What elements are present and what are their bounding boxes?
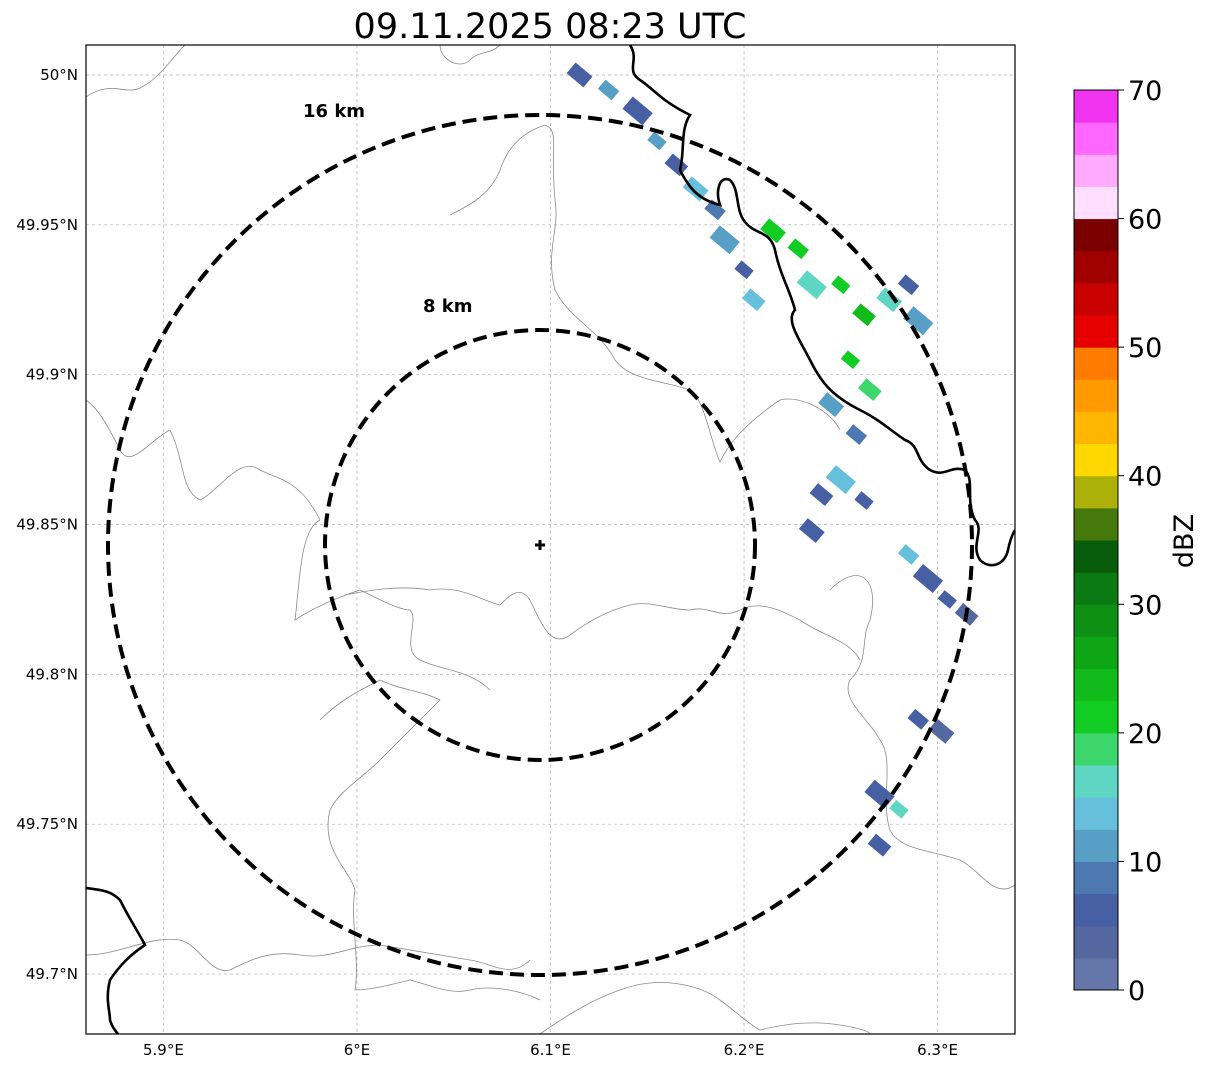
y-tick-label: 50°N <box>40 66 78 84</box>
y-tick-label: 49.9°N <box>26 366 78 384</box>
colorbar-ticks: 0 10 20 30 40 50 60 70 <box>1118 76 1162 1007</box>
colorbar-segment <box>1074 926 1118 959</box>
colorbar-segment <box>1074 186 1118 219</box>
y-tick-label: 49.85°N <box>16 516 78 534</box>
colorbar-tick-label: 30 <box>1128 590 1162 621</box>
y-tick-label: 49.7°N <box>26 965 78 983</box>
x-tick-label: 6°E <box>344 1041 371 1059</box>
colorbar-segment <box>1074 251 1118 284</box>
colorbar-segment <box>1074 572 1118 605</box>
range-ring-16km-label: 16 km <box>303 101 365 122</box>
colorbar-tick-label: 40 <box>1128 462 1162 493</box>
colorbar-tick-label: 10 <box>1128 847 1162 878</box>
colorbar-tick-label: 50 <box>1128 333 1162 364</box>
colorbar-segment <box>1074 829 1118 862</box>
colorbar-segment <box>1074 154 1118 187</box>
y-axis-ticks: 50°N 49.95°N 49.9°N 49.85°N 49.8°N 49.75°N 49.… <box>16 66 78 983</box>
colorbar-segment <box>1074 894 1118 927</box>
y-tick-label: 49.75°N <box>16 815 78 833</box>
x-tick-label: 6.3°E <box>917 1041 958 1059</box>
colorbar-tick-label: 20 <box>1128 719 1162 750</box>
x-axis-ticks: 5.9°E 6°E 6.1°E 6.2°E 6.3°E <box>143 1041 958 1059</box>
colorbar-segment <box>1074 765 1118 798</box>
colorbar-segment <box>1074 476 1118 509</box>
x-tick-label: 6.2°E <box>724 1041 765 1059</box>
x-tick-label: 6.1°E <box>530 1041 571 1059</box>
colorbar-segment <box>1074 283 1118 316</box>
colorbar-segment <box>1074 219 1118 252</box>
colorbar-segment <box>1074 861 1118 894</box>
colorbar-segment <box>1074 669 1118 702</box>
range-ring-8km-label: 8 km <box>423 296 473 317</box>
colorbar-tick-label: 60 <box>1128 205 1162 236</box>
colorbar-segment <box>1074 636 1118 669</box>
colorbar-segment <box>1074 540 1118 573</box>
figure-title: 09.11.2025 08:23 UTC <box>354 7 747 47</box>
colorbar-tick-label: 70 <box>1128 76 1162 107</box>
colorbar-segment <box>1074 411 1118 444</box>
colorbar: 0 10 20 30 40 50 60 70 dBZ <box>1074 76 1200 1007</box>
map-panel: 16 km 8 km 5.9°E 6°E 6.1°E 6.2°E 6.3°E 50°N 4… <box>16 45 1015 1059</box>
colorbar-segment <box>1074 508 1118 541</box>
y-tick-label: 49.95°N <box>16 216 78 234</box>
x-tick-label: 5.9°E <box>143 1041 184 1059</box>
colorbar-segment <box>1074 701 1118 734</box>
colorbar-segment <box>1074 90 1118 123</box>
colorbar-label: dBZ <box>1169 514 1200 568</box>
colorbar-segment <box>1074 379 1118 412</box>
colorbar-segment <box>1074 797 1118 830</box>
colorbar-segment <box>1074 122 1118 155</box>
colorbar-tick-label: 0 <box>1128 976 1145 1007</box>
colorbar-segment <box>1074 444 1118 477</box>
colorbar-segment <box>1074 733 1118 766</box>
colorbar-segments <box>1074 90 1118 991</box>
colorbar-segment <box>1074 315 1118 348</box>
colorbar-segment <box>1074 604 1118 637</box>
colorbar-segment <box>1074 347 1118 380</box>
colorbar-segment <box>1074 958 1118 991</box>
y-tick-label: 49.8°N <box>26 665 78 683</box>
